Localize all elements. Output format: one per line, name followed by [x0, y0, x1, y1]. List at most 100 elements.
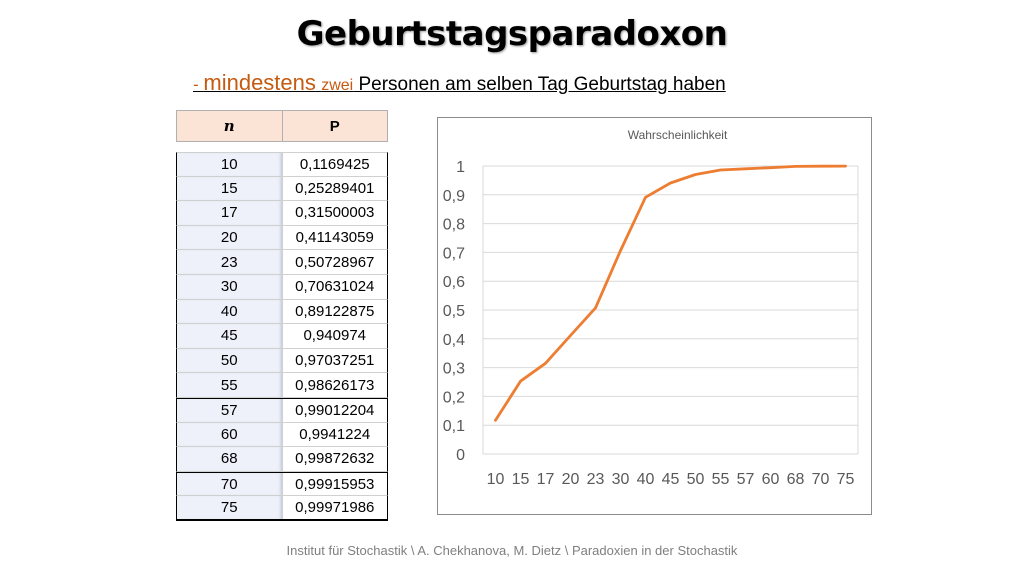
table-row: 55 0,98626173	[176, 373, 388, 398]
data-point	[644, 196, 647, 199]
table-row: 50 0,97037251	[176, 348, 388, 374]
y-tick-label: 0,5	[443, 303, 465, 320]
data-point	[569, 334, 572, 337]
x-tick-label: 17	[537, 471, 555, 488]
cell-n: 60	[177, 422, 282, 447]
cell-n: 17	[177, 201, 282, 225]
table-row: 10 0,1169425	[176, 152, 388, 177]
x-tick-label: 70	[812, 471, 830, 488]
x-tick-label: 75	[837, 471, 855, 488]
x-tick-label: 57	[737, 471, 755, 488]
x-tick-label: 10	[487, 471, 505, 488]
cell-p: 0,99012204	[281, 398, 387, 422]
cell-p: 0,99971986	[281, 496, 387, 519]
x-tick-label: 30	[612, 471, 630, 488]
cell-n: 70	[177, 472, 282, 496]
cell-p: 0,25289401	[281, 176, 387, 201]
x-tick-label: 40	[637, 471, 655, 488]
table-row: 20 0,41143059	[176, 225, 388, 251]
series-line	[494, 164, 847, 422]
chart-title: Wahrscheinlichkeit	[628, 128, 728, 142]
y-tick-label: 0,3	[443, 361, 465, 378]
y-tick-label: 0,4	[443, 332, 465, 349]
y-tick-label: 0,2	[443, 389, 465, 406]
data-point	[669, 181, 672, 185]
y-tick-label: 0,1	[443, 418, 465, 435]
cell-p: 0,99915953	[281, 472, 387, 496]
y-tick-label: 0,6	[443, 274, 465, 291]
cell-p: 0,50728967	[281, 250, 387, 274]
data-point	[619, 249, 622, 252]
cell-p: 0,41143059	[281, 225, 387, 250]
data-point	[519, 379, 522, 383]
table-row: 60 0,9941224	[176, 422, 388, 448]
table-row: 70 0,99915953	[176, 471, 388, 497]
y-tick-label: 0	[456, 447, 465, 464]
table-row: 40 0,89122875	[176, 299, 388, 325]
footer: Institut für Stochastik \ A. Chekhanova,…	[286, 543, 738, 558]
cell-p: 0,97037251	[281, 348, 387, 373]
cell-p: 0,940974	[281, 324, 387, 348]
cell-p: 0,99872632	[281, 447, 387, 471]
table-header: n P	[176, 110, 388, 142]
cell-p: 0,9941224	[281, 422, 387, 447]
x-tick-label: 45	[662, 471, 680, 488]
table-row: 57 0,99012204	[176, 397, 388, 423]
subtitle-mindestens: mindestens	[203, 70, 316, 95]
x-tick-label: 60	[762, 471, 780, 488]
cell-p: 0,31500003	[281, 201, 387, 225]
probability-table: n P 10 0,1169425 15 0,25289401 17 0,31500003 2…	[176, 110, 388, 521]
probability-chart: Wahrscheinlichkeit 0 0,1 0,2 0,3 0,4 0,5 0,6 0,7…	[437, 117, 872, 515]
data-point	[594, 306, 597, 310]
subtitle-rest: Personen am selben Tag Geburtstag haben	[358, 74, 726, 95]
data-point	[794, 165, 797, 168]
cell-n: 10	[177, 153, 282, 176]
y-tick-label: 0,8	[443, 217, 465, 234]
data-point	[769, 166, 772, 169]
table-row: 23 0,50728967	[176, 250, 388, 275]
x-tick-label: 20	[562, 471, 580, 488]
cell-n: 57	[177, 398, 282, 422]
cell-n: 30	[177, 274, 282, 299]
table-row: 68 0,99872632	[176, 447, 388, 472]
header-p: P	[281, 111, 388, 141]
subtitle-dash: -	[193, 75, 204, 94]
data-point	[844, 164, 847, 168]
data-point	[694, 173, 697, 176]
cell-p: 0,1169425	[281, 153, 387, 176]
cell-n: 20	[177, 225, 282, 250]
cell-n: 23	[177, 250, 282, 274]
slide-title: Geburtstagsparadoxon	[296, 14, 728, 54]
header-n: n	[223, 117, 235, 135]
y-tick-label: 0,9	[443, 188, 465, 205]
cell-p: 0,98626173	[281, 373, 387, 397]
subtitle-zwei: zwei	[321, 77, 354, 94]
cell-n: 50	[177, 348, 282, 373]
cell-n: 15	[177, 176, 282, 201]
cell-n: 40	[177, 299, 282, 324]
cell-n: 55	[177, 373, 282, 397]
y-tick-label: 0,7	[443, 245, 465, 262]
cell-n: 68	[177, 447, 282, 471]
x-tick-label: 23	[587, 471, 605, 488]
cell-n: 45	[177, 324, 282, 348]
data-point	[819, 165, 822, 168]
table-row: 15 0,25289401	[176, 176, 388, 202]
table-row: 75 0,99971986	[176, 496, 388, 521]
table-row: 45 0,940974	[176, 324, 388, 349]
data-point	[719, 168, 722, 172]
cell-p: 0,70631024	[281, 274, 387, 299]
chart-svg: Wahrscheinlichkeit 0 0,1 0,2 0,3 0,4 0,5 0,6 0,7…	[443, 128, 859, 488]
x-tick-label: 50	[687, 471, 705, 488]
cell-n: 75	[177, 496, 282, 519]
data-point	[494, 419, 497, 422]
cell-p: 0,89122875	[281, 299, 387, 324]
y-tick-label: 1	[456, 159, 465, 176]
table-row: 30 0,70631024	[176, 274, 388, 300]
x-tick-label: 15	[512, 471, 530, 488]
data-point	[744, 167, 747, 171]
slide-subtitle: - mindestens zwei Personen am selben Tag…	[193, 70, 726, 96]
table-row: 17 0,31500003	[176, 201, 388, 226]
x-tick-label: 68	[787, 471, 805, 488]
data-point	[544, 362, 547, 365]
